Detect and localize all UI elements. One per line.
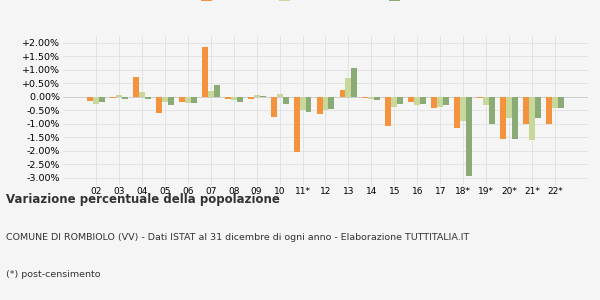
Bar xyxy=(271,97,277,117)
Bar xyxy=(323,97,328,110)
Bar xyxy=(558,97,564,108)
Bar xyxy=(208,91,214,97)
Bar xyxy=(191,97,197,103)
Bar xyxy=(328,97,334,109)
Bar xyxy=(460,97,466,121)
Bar xyxy=(415,97,421,105)
Bar xyxy=(431,97,437,108)
Bar xyxy=(133,76,139,97)
Bar xyxy=(529,97,535,140)
Bar xyxy=(506,97,512,118)
Bar xyxy=(512,97,518,139)
Bar xyxy=(374,97,380,100)
Bar xyxy=(552,97,558,108)
Bar xyxy=(87,97,93,101)
Bar xyxy=(145,97,151,99)
Bar xyxy=(293,97,299,152)
Bar xyxy=(236,97,242,102)
Bar xyxy=(437,97,443,107)
Bar xyxy=(139,92,145,97)
Bar xyxy=(443,97,449,105)
Bar xyxy=(224,97,230,99)
Bar xyxy=(185,97,191,103)
Bar xyxy=(260,96,266,97)
Bar xyxy=(546,97,552,124)
Bar xyxy=(368,97,374,99)
Bar xyxy=(305,97,311,112)
Bar xyxy=(385,97,391,127)
Bar xyxy=(93,97,99,104)
Bar xyxy=(523,97,529,124)
Bar xyxy=(277,94,283,97)
Bar xyxy=(500,97,506,139)
Bar xyxy=(340,90,346,97)
Bar xyxy=(110,97,116,98)
Text: COMUNE DI ROMBIOLO (VV) - Dati ISTAT al 31 dicembre di ogni anno - Elaborazione : COMUNE DI ROMBIOLO (VV) - Dati ISTAT al … xyxy=(6,232,469,242)
Bar xyxy=(248,97,254,99)
Bar xyxy=(254,95,260,97)
Bar xyxy=(214,85,220,97)
Bar xyxy=(489,97,495,124)
Bar xyxy=(421,97,427,104)
Bar xyxy=(230,97,236,100)
Bar xyxy=(122,97,128,99)
Bar xyxy=(156,97,162,113)
Bar xyxy=(409,97,415,102)
Bar xyxy=(466,97,472,176)
Bar xyxy=(352,68,358,97)
Bar xyxy=(317,97,323,114)
Bar xyxy=(202,47,208,97)
Bar xyxy=(99,97,105,102)
Legend: Rombiolo, Provincia di VV, Calabria: Rombiolo, Provincia di VV, Calabria xyxy=(200,0,451,2)
Bar xyxy=(162,97,168,102)
Bar xyxy=(478,97,483,98)
Bar xyxy=(179,97,185,102)
Bar xyxy=(299,97,305,110)
Bar xyxy=(483,97,489,105)
Bar xyxy=(391,97,397,107)
Text: Variazione percentuale della popolazione: Variazione percentuale della popolazione xyxy=(6,194,280,206)
Bar xyxy=(454,97,460,128)
Bar xyxy=(116,95,122,97)
Bar xyxy=(168,97,173,105)
Bar xyxy=(283,97,289,104)
Text: (*) post-censimento: (*) post-censimento xyxy=(6,270,101,279)
Bar xyxy=(346,78,352,97)
Bar xyxy=(397,97,403,104)
Bar xyxy=(535,97,541,118)
Bar xyxy=(362,97,368,98)
